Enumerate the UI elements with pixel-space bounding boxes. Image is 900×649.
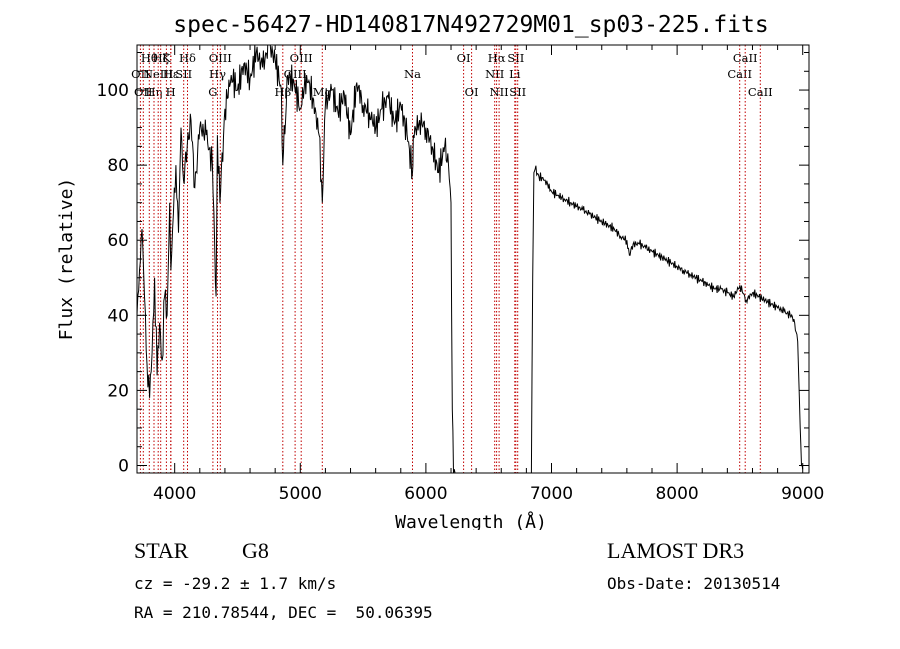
line-marker-label-10: Hδ — [179, 51, 196, 65]
line-marker-label-23: NII — [490, 85, 509, 99]
line-marker-label-8: Hε — [163, 67, 179, 81]
line-marker-label-18: Na — [404, 67, 421, 81]
coordinates-readout: RA = 210.78544, DEC = 50.06395 — [134, 603, 433, 622]
y-tick-label-4: 80 — [107, 156, 129, 176]
line-marker-label-5: Hζ — [153, 51, 169, 65]
y-tick-label-5: 100 — [97, 81, 129, 101]
x-tick-label-1: 5000 — [279, 484, 322, 504]
line-marker-label-29: CaII — [748, 85, 773, 99]
x-axis: 4000 5000 6000 7000 8000 9000 — [153, 45, 824, 504]
survey-name: LAMOST DR3 — [607, 538, 745, 563]
line-marker-label-28: CaII — [733, 51, 758, 65]
observation-date: Obs-Date: 20130514 — [607, 574, 781, 593]
line-marker-label-3: Hη — [146, 85, 163, 99]
line-marker-label-4: NeIII — [143, 67, 174, 81]
line-marker-label-13: OIII — [209, 51, 232, 65]
plot-frame — [136, 44, 810, 474]
y-tick-label-2: 40 — [107, 306, 129, 326]
line-marker-label-25: SII — [507, 51, 524, 65]
line-marker-label-24: Li — [509, 67, 521, 81]
y-tick-label-3: 60 — [107, 231, 129, 251]
line-marker-label-1: OII — [134, 85, 153, 99]
y-tick-label-1: 20 — [107, 381, 129, 401]
line-marker-label-26: SII — [509, 85, 526, 99]
x-tick-label-5: 9000 — [781, 484, 824, 504]
y-axis-label: Flux (relative) — [56, 178, 77, 341]
line-marker-label-6: K — [162, 51, 171, 65]
spectrum-series — [137, 45, 804, 473]
line-markers: OIIOIIHθHηNeIIIHζKHHεSIIHδGHγOIIIHβOIIIO… — [131, 45, 773, 473]
chart-title: spec-56427-HD140817N492729M01_sp03-225.f… — [173, 12, 768, 38]
line-marker-label-22: Hα — [488, 51, 506, 65]
line-marker-label-20: OI — [465, 85, 479, 99]
line-marker-label-21: NII — [485, 67, 504, 81]
x-tick-label-0: 4000 — [153, 484, 196, 504]
x-tick-label-4: 8000 — [655, 484, 698, 504]
line-marker-label-27: CaII — [727, 67, 752, 81]
line-marker-label-11: G — [208, 85, 217, 99]
spectral-subclass: G8 — [242, 538, 269, 563]
y-tick-label-0: 0 — [118, 456, 129, 476]
x-tick-label-3: 7000 — [530, 484, 573, 504]
line-marker-label-14: Hβ — [274, 85, 291, 99]
line-marker-label-12: Hγ — [209, 67, 226, 81]
line-marker-label-0: OII — [131, 67, 150, 81]
x-axis-label: Wavelength (Å) — [395, 511, 547, 530]
redshift-readout: cz = -29.2 ± 1.7 km/s — [134, 574, 337, 593]
line-marker-label-17: Mg — [313, 85, 333, 99]
object-type: STAR — [134, 538, 189, 563]
line-marker-label-16: OIII — [290, 51, 313, 65]
line-marker-label-2: Hθ — [141, 51, 158, 65]
series-line-0 — [137, 45, 804, 473]
line-marker-label-9: SII — [175, 67, 192, 81]
line-marker-label-19: OI — [457, 51, 471, 65]
spectrum-plot: spec-56427-HD140817N492729M01_sp03-225.f… — [56, 12, 824, 530]
x-tick-label-2: 6000 — [404, 484, 447, 504]
y-axis: 0 20 40 60 80 100 — [97, 52, 809, 476]
